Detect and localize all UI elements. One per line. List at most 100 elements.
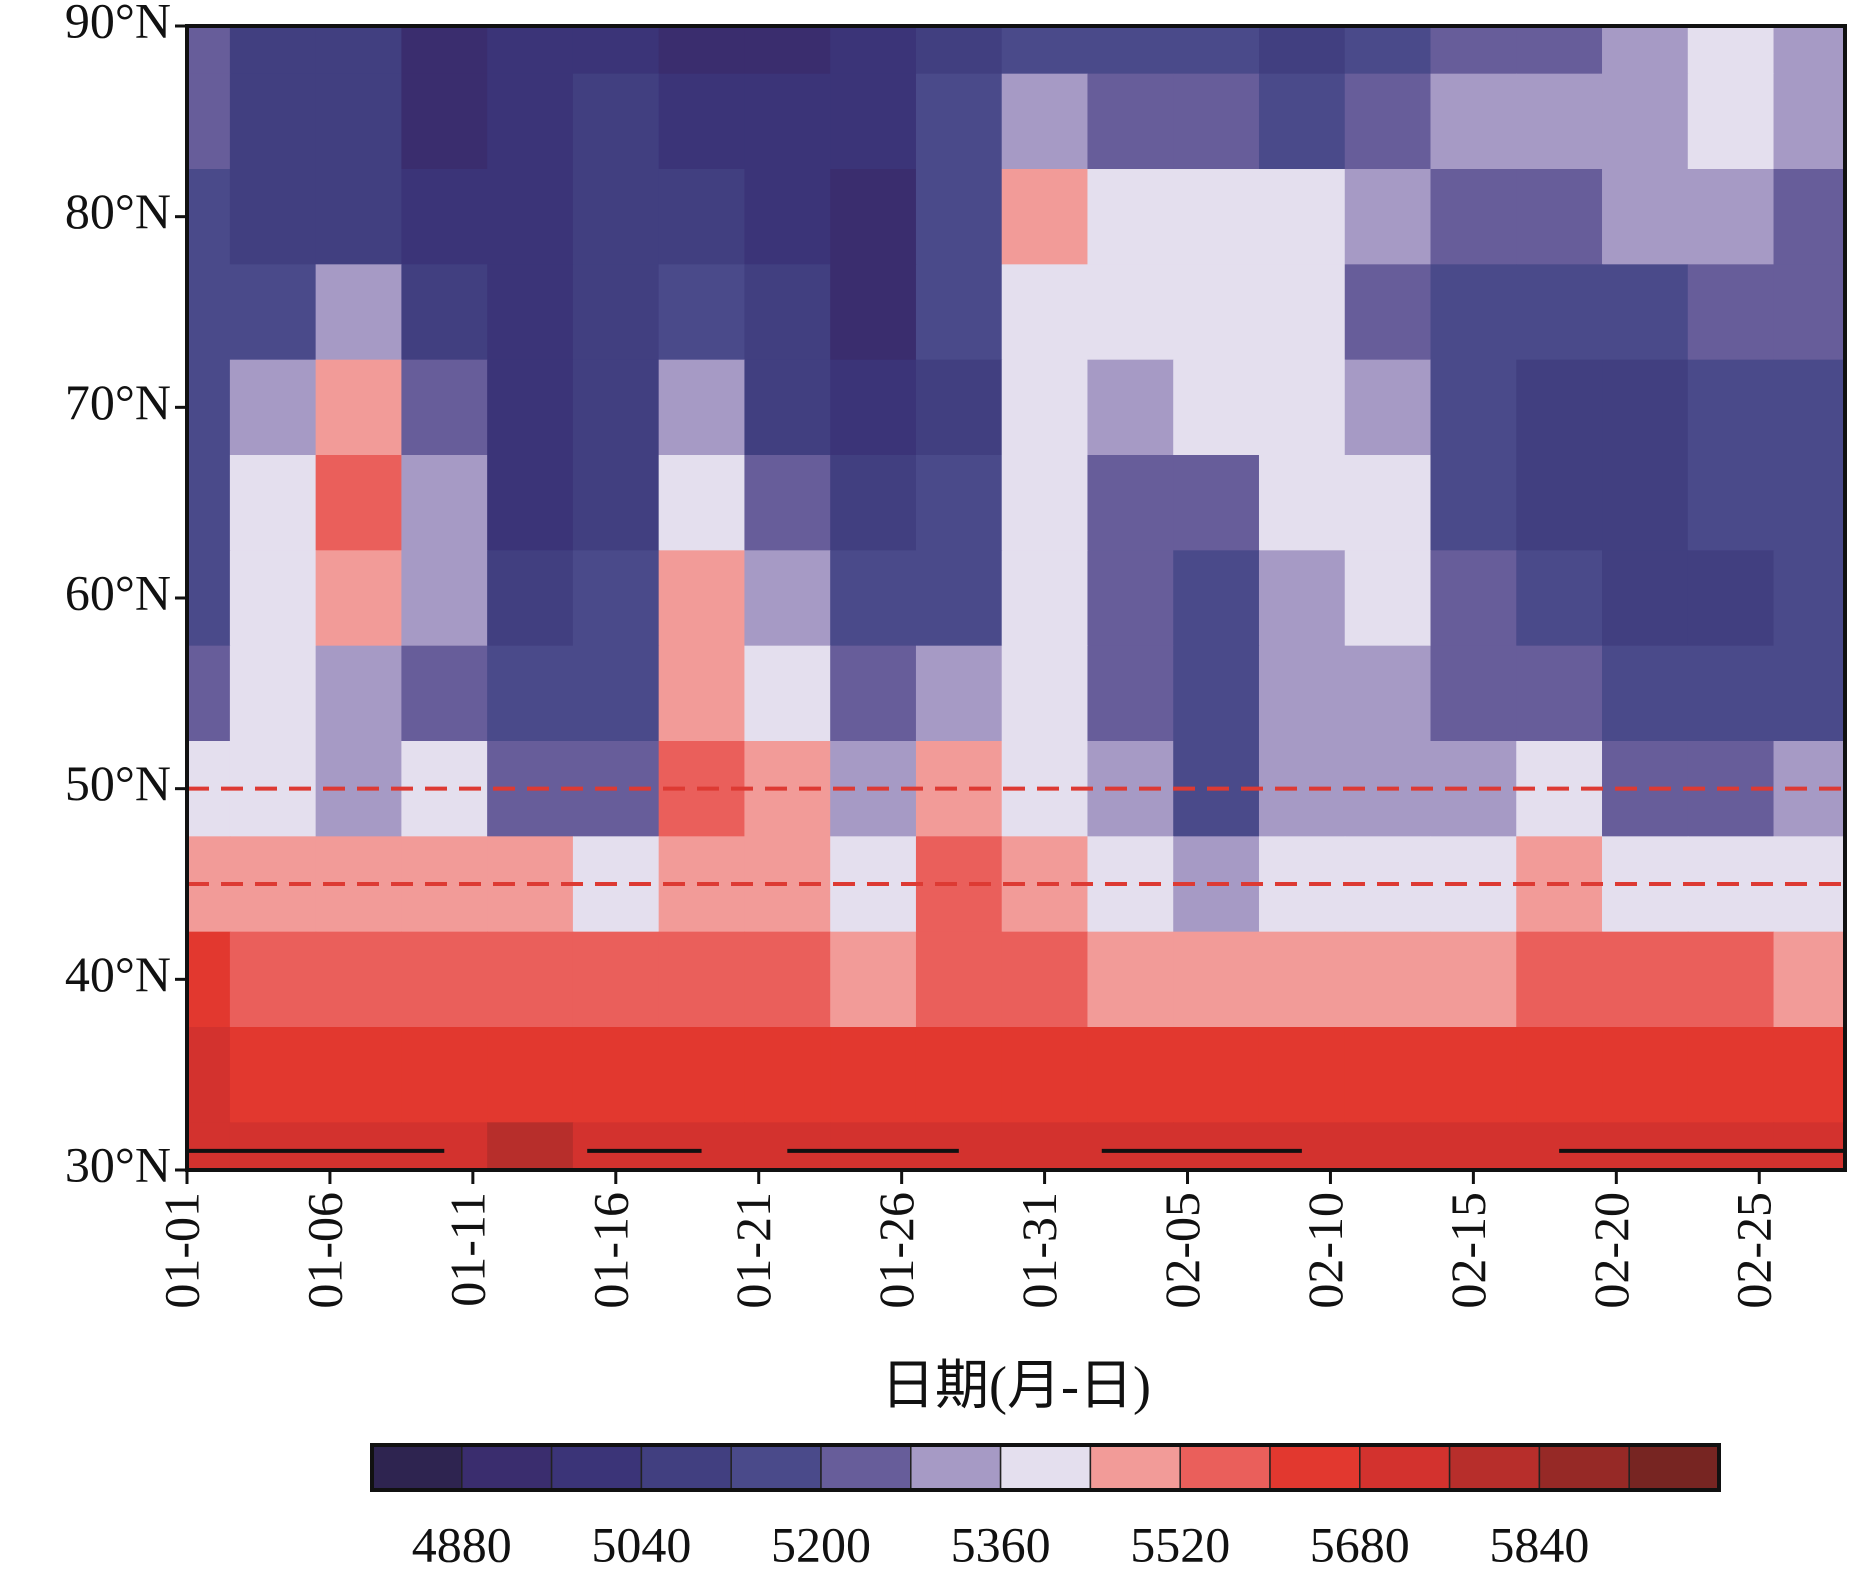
contour-cell: [658, 931, 746, 1028]
contour-cell: [401, 1027, 488, 1123]
x-tick-label: 02-10: [1297, 1192, 1353, 1309]
contour-cell: [1173, 931, 1260, 1028]
contour-cell: [1258, 264, 1346, 361]
contour-cell: [1344, 73, 1432, 170]
contour-cell: [915, 264, 1003, 361]
contour-cell: [1687, 26, 1775, 75]
contour-cell: [572, 1122, 660, 1170]
contour-cell: [744, 26, 831, 75]
contour-cell: [1001, 169, 1089, 265]
contour-cell: [1001, 550, 1089, 647]
contour-cell: [1687, 455, 1775, 551]
contour-cell: [487, 73, 574, 170]
contour-cell: [1687, 1027, 1775, 1123]
x-tick-label: 01-16: [582, 1192, 638, 1309]
contour-cell: [1602, 455, 1689, 551]
contour-cell: [658, 455, 746, 551]
contour-cell: [1430, 26, 1517, 75]
contour-cell: [1773, 264, 1845, 361]
contour-cell: [487, 1027, 574, 1123]
contour-cell: [830, 359, 917, 456]
contour-cell: [401, 455, 488, 551]
contour-cell: [1258, 550, 1346, 647]
contour-cell: [1430, 550, 1517, 647]
x-tick-label: 02-20: [1583, 1192, 1639, 1309]
contour-cell: [1602, 169, 1689, 265]
y-tick-label: 50°N: [65, 755, 171, 811]
colorbar-tick-label: 5680: [1310, 1516, 1410, 1572]
contour-cell: [1773, 73, 1845, 170]
contour-cell: [1430, 645, 1517, 742]
contour-cell: [229, 264, 317, 361]
contour-cell: [1602, 741, 1689, 837]
contour-cell: [1001, 26, 1089, 75]
contour-cell: [1173, 645, 1260, 742]
contour-cell: [1001, 645, 1089, 742]
contour-cell: [658, 26, 746, 75]
contour-cell: [1258, 741, 1346, 837]
contour-cell: [1173, 1122, 1260, 1170]
contour-cell: [1258, 931, 1346, 1028]
contour-cell: [1516, 550, 1603, 647]
contour-cell: [915, 1122, 1003, 1170]
contour-cell: [1344, 264, 1432, 361]
contour-cell: [1516, 455, 1603, 551]
contour-cell: [1087, 455, 1174, 551]
x-tick-label: 01-11: [439, 1192, 495, 1307]
contour-cell: [830, 1027, 917, 1123]
contour-cell: [187, 264, 231, 361]
contour-cell: [1687, 1122, 1775, 1170]
contour-cell: [1773, 26, 1845, 75]
x-tick-label: 02-15: [1440, 1192, 1496, 1309]
contour-cell: [1258, 169, 1346, 265]
contour-cell: [1602, 359, 1689, 456]
contour-cell: [1516, 169, 1603, 265]
contour-cell: [572, 550, 660, 647]
contour-cell: [1258, 359, 1346, 456]
contour-cell: [1687, 550, 1775, 647]
colorbar-swatch: [371, 1444, 463, 1491]
colorbar-swatch: [910, 1444, 1002, 1491]
contour-cell: [915, 359, 1003, 456]
contour-cell: [229, 645, 317, 742]
contour-cell: [1516, 931, 1603, 1028]
contour-cell: [315, 645, 402, 742]
contour-cell: [1430, 359, 1517, 456]
contour-cell: [1001, 455, 1089, 551]
contour-cell: [1258, 836, 1346, 933]
x-tick-label: 01-06: [296, 1192, 352, 1309]
colorbar-swatch: [1269, 1444, 1361, 1491]
contour-cell: [187, 455, 231, 551]
contour-cell: [229, 359, 317, 456]
colorbar-swatch: [1538, 1444, 1630, 1491]
contour-cell: [1087, 73, 1174, 170]
contour-cell: [658, 264, 746, 361]
contour-cell: [744, 1027, 831, 1123]
contour-cell: [401, 931, 488, 1028]
contour-cell: [1773, 359, 1845, 456]
contour-cell: [315, 455, 402, 551]
contour-cell: [487, 931, 574, 1028]
contour-cell: [229, 550, 317, 647]
contour-cell: [1173, 264, 1260, 361]
contour-cell: [229, 1122, 317, 1170]
contour-cell: [744, 1122, 831, 1170]
contour-cell: [1687, 931, 1775, 1028]
contour-cell: [229, 931, 317, 1028]
contour-cell: [1087, 931, 1174, 1028]
contour-cell: [1087, 26, 1174, 75]
colorbar-tick-label: 4880: [412, 1516, 512, 1572]
contour-cell: [1430, 741, 1517, 837]
contour-cell: [487, 645, 574, 742]
contour-cell: [315, 264, 402, 361]
contour-cell: [187, 169, 231, 265]
contour-cell: [744, 73, 831, 170]
contour-cell: [401, 73, 488, 170]
contour-cell: [915, 169, 1003, 265]
contour-cell: [572, 169, 660, 265]
contour-cell: [830, 1122, 917, 1170]
contour-cell: [1001, 1027, 1089, 1123]
contour-cell: [572, 26, 660, 75]
y-tick-label: 60°N: [65, 564, 171, 620]
contour-cell: [1687, 645, 1775, 742]
